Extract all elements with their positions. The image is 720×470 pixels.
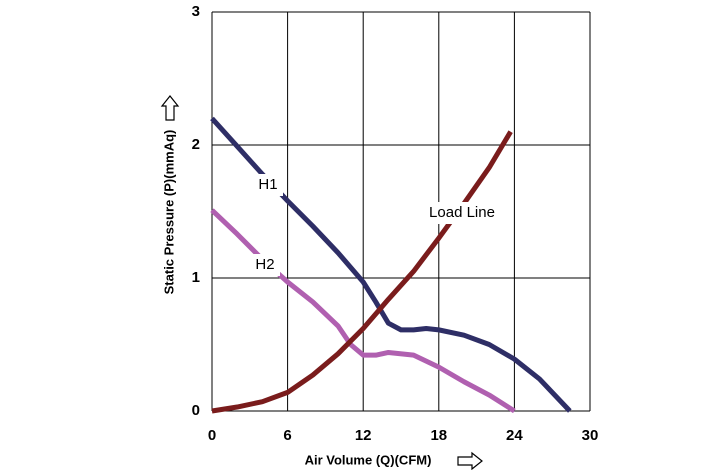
series-line bbox=[210, 116, 572, 413]
annotation-bg bbox=[250, 254, 280, 276]
y-tick-label: 0 bbox=[192, 402, 200, 419]
annotation-bg bbox=[417, 202, 507, 224]
y-axis-label-group: Static Pressure (P)(mmAq) bbox=[160, 95, 180, 295]
x-tick-label: 12 bbox=[355, 427, 372, 444]
x-arrow bbox=[457, 451, 483, 470]
y-tick-label: 2 bbox=[192, 136, 200, 153]
y-tick-label: 1 bbox=[192, 269, 200, 286]
annotation-bg bbox=[253, 174, 283, 196]
annotation: H1 bbox=[258, 176, 277, 193]
x-axis-label: Air Volume (Q)(CFM) bbox=[305, 452, 432, 467]
x-tick-label: 24 bbox=[506, 427, 523, 444]
y-arrow bbox=[160, 95, 180, 121]
y-axis-label: Static Pressure (P)(mmAq) bbox=[161, 130, 176, 295]
x-tick-label: 30 bbox=[582, 427, 599, 444]
x-tick-label: 6 bbox=[283, 427, 291, 444]
x-tick-label: 0 bbox=[208, 427, 216, 444]
y-tick-label: 3 bbox=[192, 3, 200, 20]
annotation: H2 bbox=[255, 256, 274, 273]
annotation: Load Line bbox=[429, 204, 495, 221]
x-tick-label: 18 bbox=[430, 427, 447, 444]
